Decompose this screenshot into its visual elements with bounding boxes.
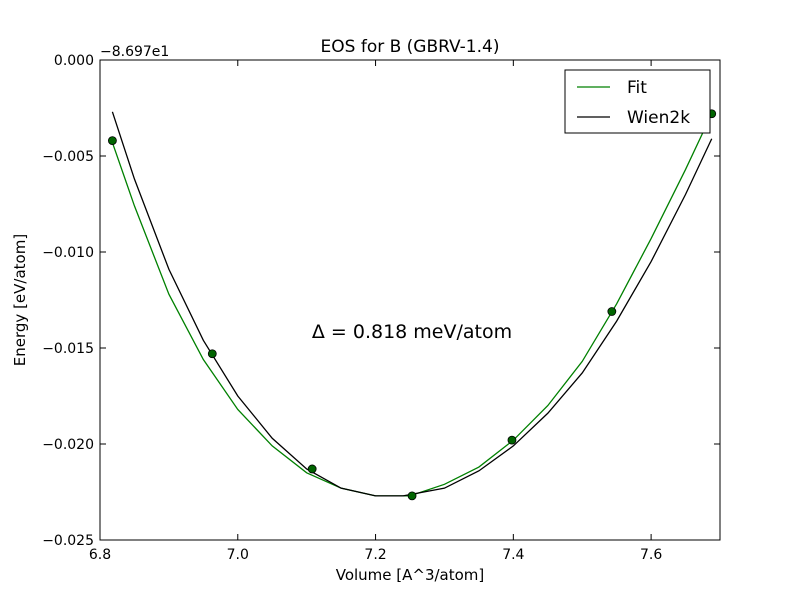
data-point <box>407 491 417 501</box>
y-tick-label: −0.005 <box>42 149 94 165</box>
data-point <box>207 349 217 359</box>
x-tick-label: 7.0 <box>227 547 249 563</box>
data-point <box>607 307 617 316</box>
offset-label: −8.697e1 <box>100 44 169 60</box>
y-tick-label: −0.020 <box>42 437 94 453</box>
legend-frame <box>564 69 711 134</box>
y-tick-label: 0.000 <box>54 53 94 69</box>
plot-area <box>108 109 717 501</box>
x-tick-label: 6.8 <box>89 547 111 563</box>
data-point <box>307 464 317 474</box>
legend-label-fit: Fit <box>627 78 647 98</box>
plot-frame <box>99 59 721 541</box>
series-line-wien2k <box>111 111 713 497</box>
y-axis-label: Energy [eV/atom] <box>11 234 29 366</box>
y-tick-label: −0.025 <box>42 533 94 549</box>
series-line-fit <box>111 113 713 497</box>
x-axis-label: Volume [A^3/atom] <box>336 566 485 584</box>
data-point <box>507 435 517 445</box>
y-tick-label: −0.015 <box>42 341 94 357</box>
data-point <box>108 136 117 146</box>
axis-ticks: 6.8 7.0 7.2 7.4 7.6 0.000 −0.005 −0.010 −0.015 −0… <box>42 53 720 563</box>
delta-annotation: Δ = 0.818 meV/atom <box>312 321 512 343</box>
legend: Fit Wien2k <box>564 69 711 134</box>
x-tick-label: 7.2 <box>364 547 386 563</box>
x-tick-label: 7.6 <box>640 547 662 563</box>
y-tick-label: −0.010 <box>42 245 94 261</box>
legend-label-wien2k: Wien2k <box>627 108 690 128</box>
x-tick-label: 7.4 <box>502 547 524 563</box>
chart-title: EOS for B (GBRV-1.4) <box>321 37 500 57</box>
